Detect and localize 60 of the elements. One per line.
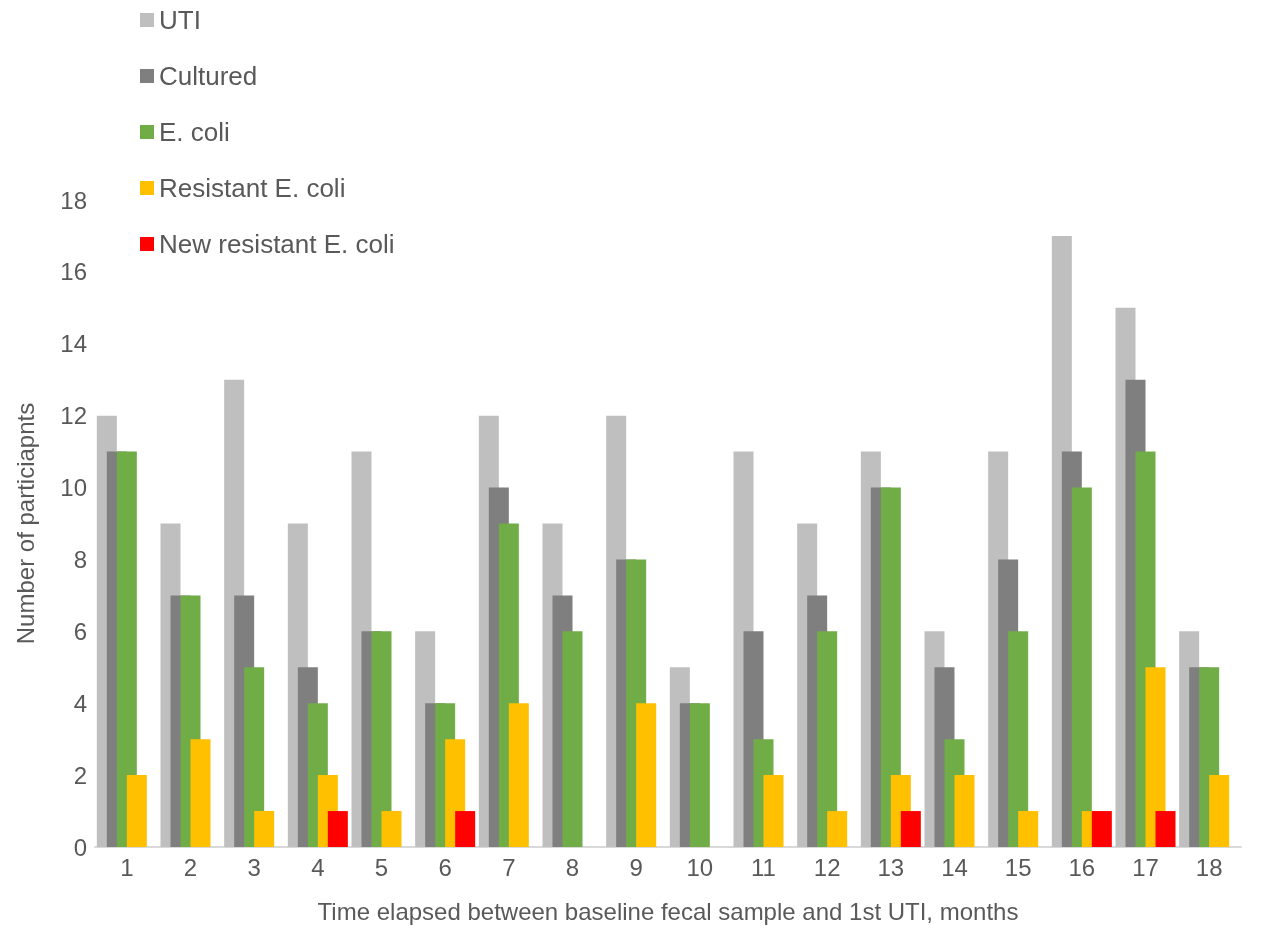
x-tick-label: 13 bbox=[877, 853, 905, 881]
legend-label: Cultured bbox=[159, 61, 258, 91]
bar bbox=[817, 631, 838, 847]
bar bbox=[371, 631, 392, 847]
x-tick-label: 11 bbox=[751, 853, 776, 881]
y-tick-label: 2 bbox=[73, 761, 87, 789]
x-tick-label: 7 bbox=[502, 853, 516, 881]
bar bbox=[954, 775, 975, 847]
bar bbox=[1018, 811, 1039, 847]
x-tick-label: 2 bbox=[183, 853, 198, 881]
x-axis-title: Time elapsed between baseline fecal sample and 1st UTI, months bbox=[317, 897, 1019, 925]
x-tick-label: 9 bbox=[629, 853, 643, 881]
x-tick-label: 5 bbox=[374, 853, 389, 881]
x-tick-label: 3 bbox=[247, 853, 261, 881]
x-tick-label: 18 bbox=[1195, 853, 1223, 881]
bar bbox=[254, 811, 275, 847]
bar bbox=[327, 811, 348, 847]
x-tick-label: 16 bbox=[1068, 853, 1096, 881]
bar bbox=[126, 775, 147, 847]
x-tick-label: 17 bbox=[1132, 853, 1159, 881]
bar bbox=[1008, 631, 1029, 847]
bar bbox=[1071, 487, 1092, 847]
y-tick-label: 6 bbox=[73, 617, 87, 645]
y-tick-label: 14 bbox=[60, 330, 87, 358]
x-tick-label: 6 bbox=[438, 853, 452, 881]
x-tick-label: 14 bbox=[941, 853, 968, 881]
bar bbox=[455, 811, 476, 847]
x-tick-label: 15 bbox=[1004, 853, 1032, 881]
x-tick-label: 10 bbox=[686, 853, 714, 881]
bar bbox=[508, 703, 529, 847]
y-axis-title: Number of particiapnts bbox=[11, 402, 39, 645]
x-tick-label: 8 bbox=[565, 853, 580, 881]
legend-label: E. coli bbox=[159, 117, 230, 147]
bar bbox=[636, 703, 657, 847]
y-tick-label: 0 bbox=[73, 833, 87, 861]
bar bbox=[190, 739, 211, 847]
bar bbox=[880, 487, 901, 847]
legend-label: Resistant E. coli bbox=[159, 173, 346, 203]
legend-label: New resistant E. coli bbox=[159, 229, 395, 259]
x-tick-label: 1 bbox=[120, 853, 134, 881]
y-tick-label: 16 bbox=[60, 258, 87, 286]
bar bbox=[1209, 775, 1230, 847]
bar bbox=[689, 703, 710, 847]
x-tick-label: 4 bbox=[311, 853, 325, 881]
bar bbox=[763, 775, 784, 847]
bar bbox=[827, 811, 848, 847]
bar bbox=[1145, 667, 1166, 847]
y-tick-label: 8 bbox=[73, 545, 87, 573]
bar bbox=[1091, 811, 1112, 847]
bar bbox=[562, 631, 583, 847]
legend-label: UTI bbox=[159, 5, 201, 35]
bar bbox=[116, 451, 137, 847]
bar bbox=[381, 811, 402, 847]
y-tick-label: 12 bbox=[60, 402, 87, 430]
y-tick-label: 10 bbox=[60, 474, 87, 502]
y-tick-label: 4 bbox=[73, 689, 87, 717]
x-tick-label: 12 bbox=[813, 853, 841, 881]
bar bbox=[1155, 811, 1176, 847]
bar bbox=[900, 811, 921, 847]
y-tick-label: 18 bbox=[60, 186, 87, 214]
